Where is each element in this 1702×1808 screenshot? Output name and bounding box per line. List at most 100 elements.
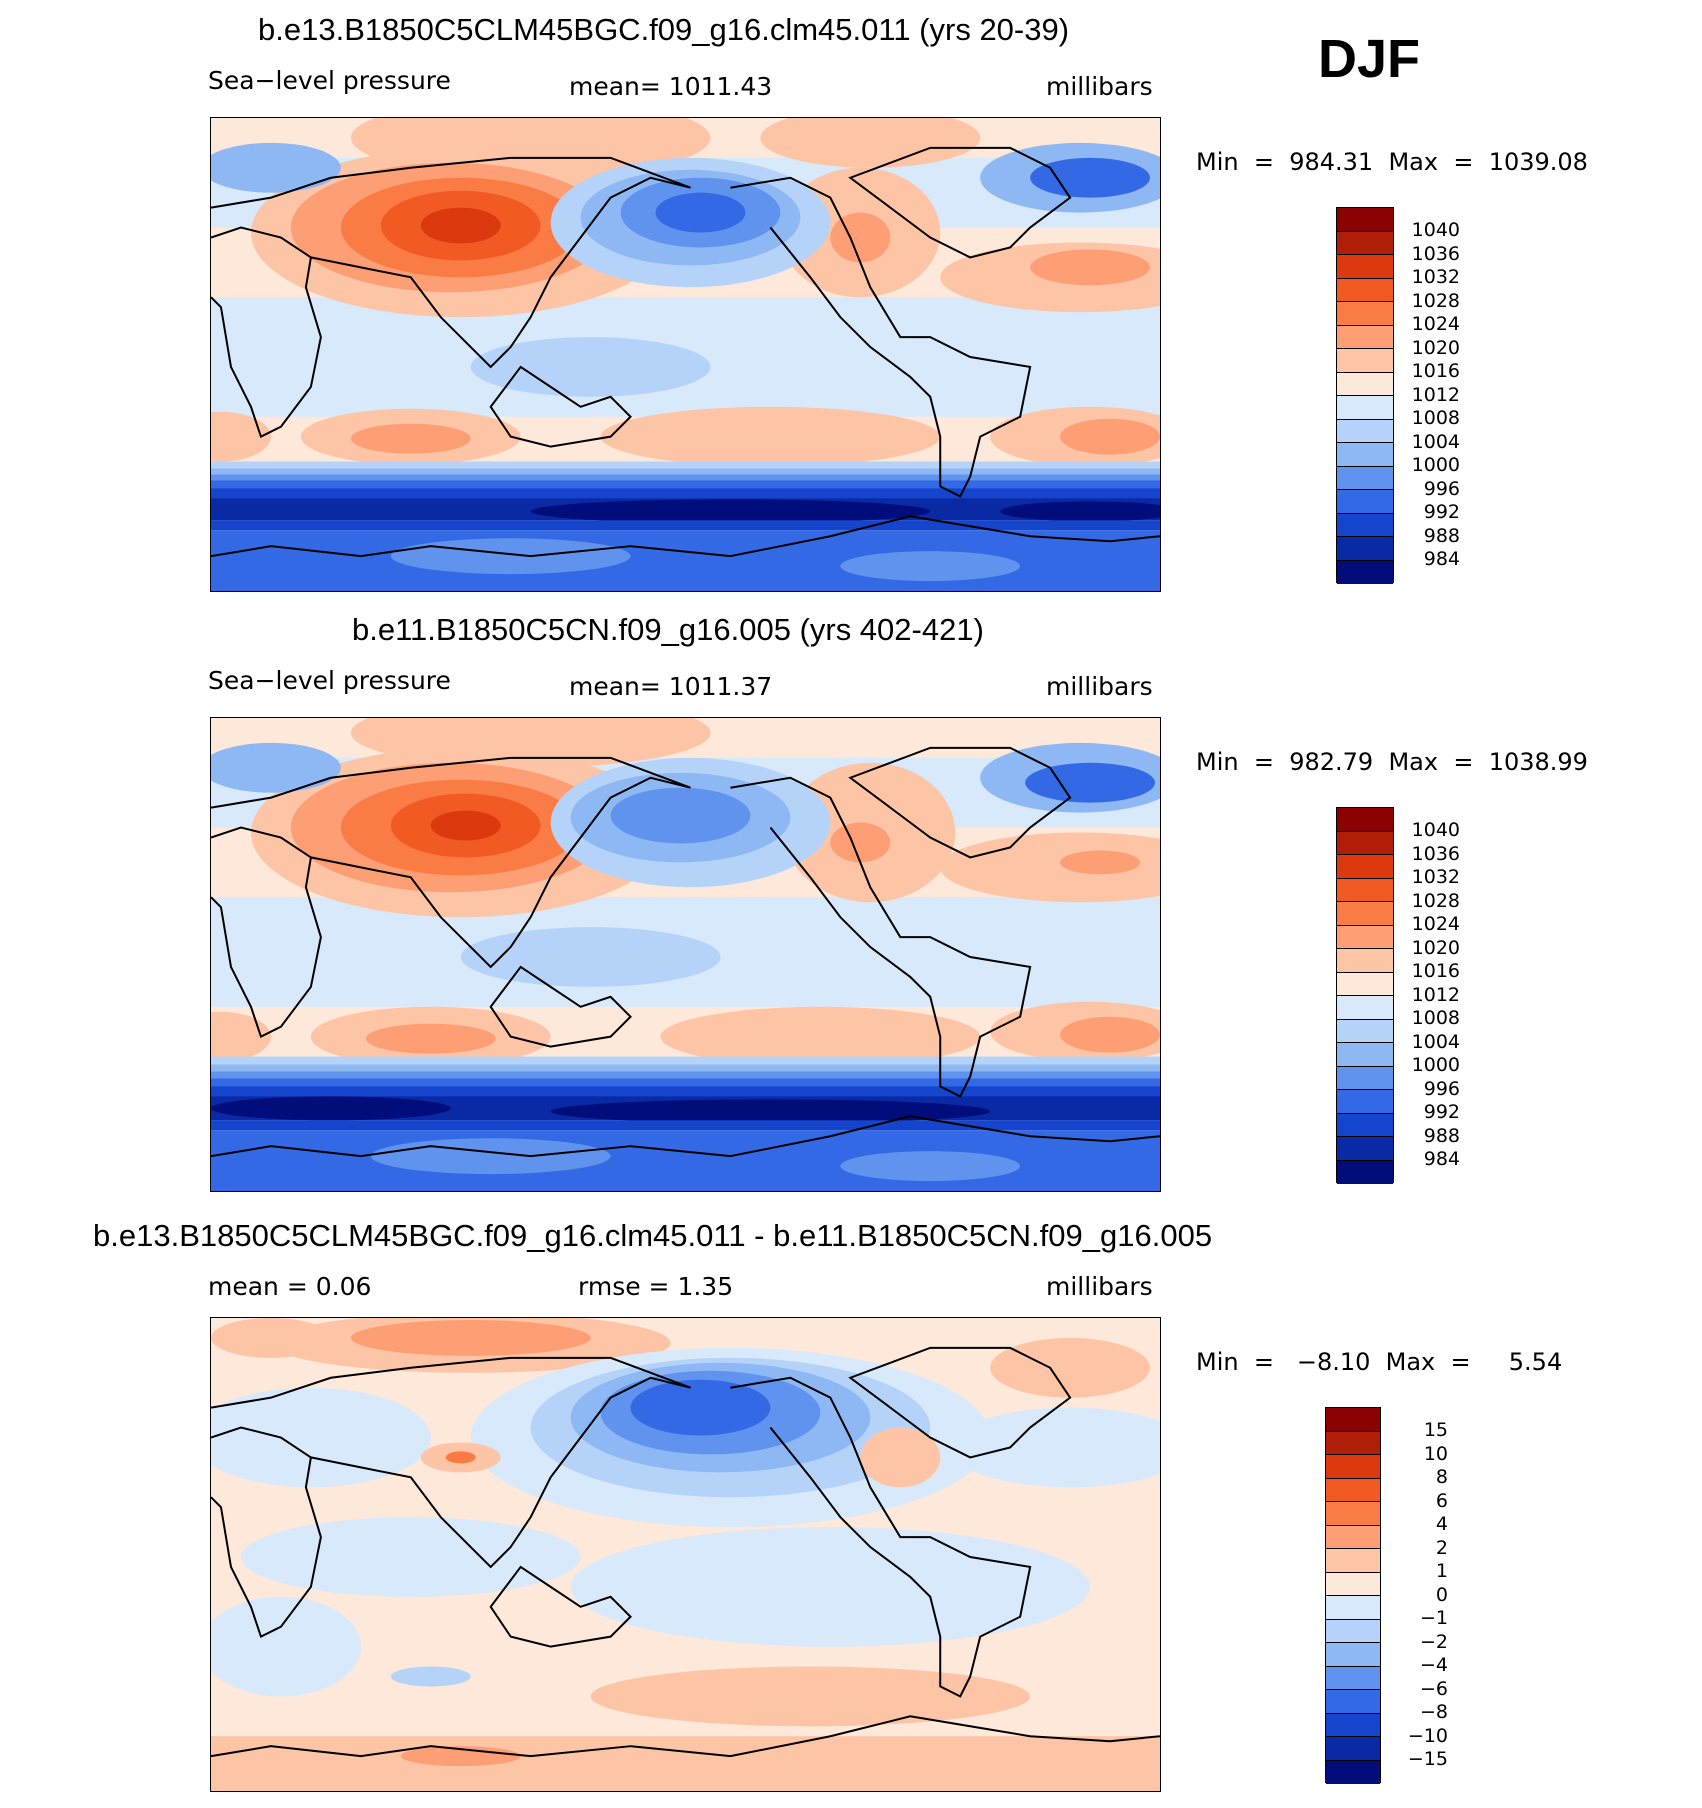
colorbar-box [1326, 1478, 1380, 1502]
colorbar-box [1337, 1137, 1393, 1161]
colorbar-label: 4 [1435, 1513, 1448, 1535]
panel3-map [210, 1317, 1161, 1792]
colorbar-label: 1040 [1411, 219, 1460, 241]
colorbar-label: 1036 [1411, 842, 1460, 865]
colorbar-box [1337, 419, 1393, 443]
colorbar-box [1337, 231, 1393, 255]
panel3-rmse: rmse = 1.35 [578, 1272, 734, 1301]
panel1-colorbar-labels: 1040 1036 1032 1028 1024 1020 1016 1012 1008 1004… [1400, 207, 1460, 583]
colorbar-box [1337, 902, 1393, 926]
colorbar-box [1337, 1090, 1393, 1114]
panel1-variable: Sea−level pressure [208, 66, 451, 95]
colorbar-label: 1 [1435, 1560, 1448, 1582]
colorbar-box [1337, 513, 1393, 537]
colorbar-box [1337, 560, 1393, 584]
panel2-title: b.e11.B1850C5CN.f09_g16.005 (yrs 402-421… [352, 612, 984, 647]
colorbar-box [1337, 537, 1393, 561]
colorbar-box [1326, 1596, 1380, 1620]
colorbar-box [1337, 831, 1393, 855]
colorbar-label: 1016 [1411, 360, 1460, 382]
colorbar-label: −15 [1407, 1748, 1448, 1770]
colorbar-box [1337, 302, 1393, 326]
panel3-colorbar-labels: 15 10 8 6 4 2 1 0 −1 −2 −4 −6 −8 −10 −15 [1388, 1407, 1448, 1783]
colorbar-label: −4 [1419, 1654, 1448, 1676]
colorbar-box [1326, 1760, 1380, 1784]
colorbar-label: 992 [1423, 501, 1460, 523]
colorbar-box [1326, 1455, 1380, 1479]
colorbar-box [1337, 855, 1393, 879]
colorbar-label: 996 [1423, 477, 1460, 500]
colorbar-label: −8 [1419, 1701, 1448, 1723]
colorbar-label: 988 [1423, 524, 1460, 547]
colorbar-label: 1016 [1411, 960, 1460, 982]
colorbar-box [1337, 878, 1393, 902]
panel1-minmax: Min = 984.31 Max = 1039.08 [1196, 148, 1588, 176]
colorbar-label: 1000 [1411, 1054, 1460, 1076]
colorbar-label: 984 [1423, 548, 1460, 570]
colorbar-box [1326, 1713, 1380, 1737]
colorbar-box [1337, 208, 1393, 232]
colorbar-label: 1004 [1411, 430, 1460, 453]
colorbar-label: 992 [1423, 1101, 1460, 1123]
colorbar-label: 1012 [1411, 383, 1460, 406]
colorbar-box [1326, 1431, 1380, 1455]
colorbar-box [1326, 1643, 1380, 1667]
colorbar-label: 2 [1435, 1536, 1448, 1559]
colorbar-box [1337, 490, 1393, 514]
colorbar-box [1337, 808, 1393, 832]
colorbar-label: 1036 [1411, 242, 1460, 265]
colorbar-label: 1008 [1411, 407, 1460, 429]
colorbar-box [1337, 996, 1393, 1020]
colorbar-label: 10 [1423, 1442, 1448, 1465]
colorbar-label: 0 [1435, 1583, 1448, 1606]
colorbar-box [1337, 349, 1393, 373]
panel1-mean: mean= 1011.43 [569, 72, 773, 101]
panel3-title: b.e13.B1850C5CLM45BGC.f09_g16.clm45.011 … [93, 1218, 1213, 1253]
colorbar-box [1326, 1549, 1380, 1573]
colorbar-label: 1012 [1411, 983, 1460, 1006]
panel1-title: b.e13.B1850C5CLM45BGC.f09_g16.clm45.011 … [258, 12, 1070, 47]
colorbar-label: 984 [1423, 1148, 1460, 1170]
colorbar-label: 1032 [1411, 866, 1460, 888]
panel2-map [210, 717, 1161, 1192]
panel1-map [210, 117, 1161, 592]
colorbar-label: −1 [1419, 1607, 1448, 1629]
colorbar-box [1337, 466, 1393, 490]
colorbar-box [1337, 278, 1393, 302]
colorbar-box [1337, 1066, 1393, 1090]
colorbar-box [1337, 255, 1393, 279]
panel1-units: millibars [1046, 72, 1153, 101]
colorbar-box [1337, 1113, 1393, 1137]
colorbar-label: 1024 [1411, 313, 1460, 335]
season-label: DJF [1318, 29, 1421, 89]
colorbar-label: 1024 [1411, 913, 1460, 935]
colorbar-box [1337, 972, 1393, 996]
colorbar-box [1326, 1502, 1380, 1526]
colorbar-box [1337, 372, 1393, 396]
panel2-contour-field [211, 718, 1160, 1191]
panel3-units: millibars [1046, 1272, 1153, 1301]
colorbar-box [1326, 1666, 1380, 1690]
colorbar-box [1326, 1572, 1380, 1596]
colorbar-label: 988 [1423, 1124, 1460, 1147]
colorbar-box [1337, 443, 1393, 467]
panel3-minmax: Min = −8.10 Max = 5.54 [1196, 1348, 1563, 1376]
colorbar-label: 8 [1435, 1466, 1448, 1488]
panel2-minmax: Min = 982.79 Max = 1038.99 [1196, 748, 1588, 776]
colorbar-label: 1000 [1411, 454, 1460, 476]
colorbar-box [1337, 949, 1393, 973]
colorbar-label: 1028 [1411, 889, 1460, 912]
colorbar-label: 996 [1423, 1077, 1460, 1100]
colorbar-label: 1032 [1411, 266, 1460, 288]
colorbar-box [1337, 1019, 1393, 1043]
panel1-contour-field [211, 118, 1160, 591]
colorbar-box [1337, 1043, 1393, 1067]
colorbar-box [1326, 1737, 1380, 1761]
colorbar-box [1326, 1525, 1380, 1549]
colorbar-label: 1028 [1411, 289, 1460, 312]
colorbar-label: 1020 [1411, 936, 1460, 959]
colorbar-box [1337, 396, 1393, 420]
colorbar-label: −6 [1419, 1677, 1448, 1700]
panel2-units: millibars [1046, 672, 1153, 701]
colorbar-label: 6 [1435, 1489, 1448, 1512]
